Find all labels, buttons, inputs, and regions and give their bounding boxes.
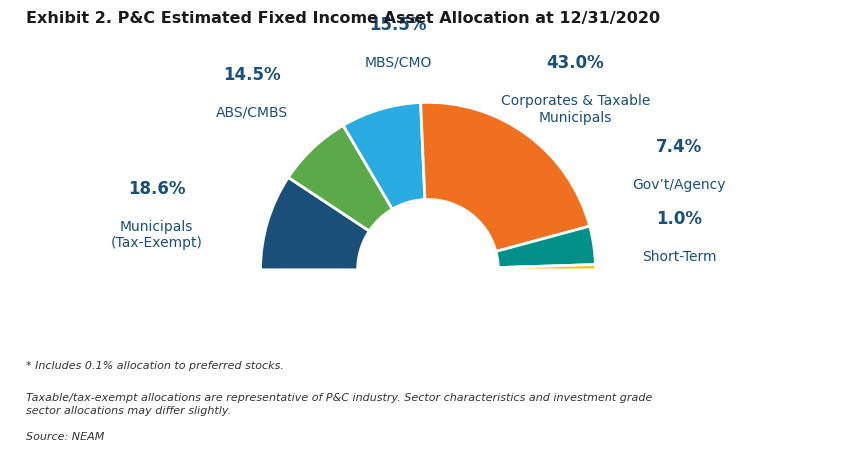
Text: Taxable/tax-exempt allocations are representative of P&C industry. Sector charac: Taxable/tax-exempt allocations are repre…	[26, 393, 652, 416]
Wedge shape	[343, 102, 425, 209]
Text: Short-Term: Short-Term	[642, 250, 716, 264]
Wedge shape	[260, 177, 369, 270]
Text: * Includes 0.1% allocation to preferred stocks.: * Includes 0.1% allocation to preferred …	[26, 361, 283, 371]
Text: Source: NEAM: Source: NEAM	[26, 432, 104, 442]
Text: Corporates & Taxable
Municipals: Corporates & Taxable Municipals	[501, 94, 650, 125]
Text: 43.0%: 43.0%	[546, 54, 604, 72]
Wedge shape	[496, 226, 596, 268]
Text: 1.0%: 1.0%	[657, 210, 702, 228]
Text: 18.6%: 18.6%	[128, 180, 186, 198]
Text: Municipals
(Tax-Exempt): Municipals (Tax-Exempt)	[110, 220, 203, 251]
Text: Exhibit 2. P&C Estimated Fixed Income Asset Allocation at 12/31/2020: Exhibit 2. P&C Estimated Fixed Income As…	[26, 11, 660, 26]
Wedge shape	[498, 264, 596, 270]
Text: 15.5%: 15.5%	[369, 16, 426, 34]
Wedge shape	[288, 125, 392, 231]
Wedge shape	[420, 102, 590, 251]
Text: Gov’t/Agency: Gov’t/Agency	[633, 178, 726, 192]
Text: 7.4%: 7.4%	[657, 138, 703, 156]
Text: MBS/CMO: MBS/CMO	[364, 55, 431, 70]
Text: 14.5%: 14.5%	[223, 66, 281, 84]
Text: ABS/CMBS: ABS/CMBS	[216, 106, 288, 120]
